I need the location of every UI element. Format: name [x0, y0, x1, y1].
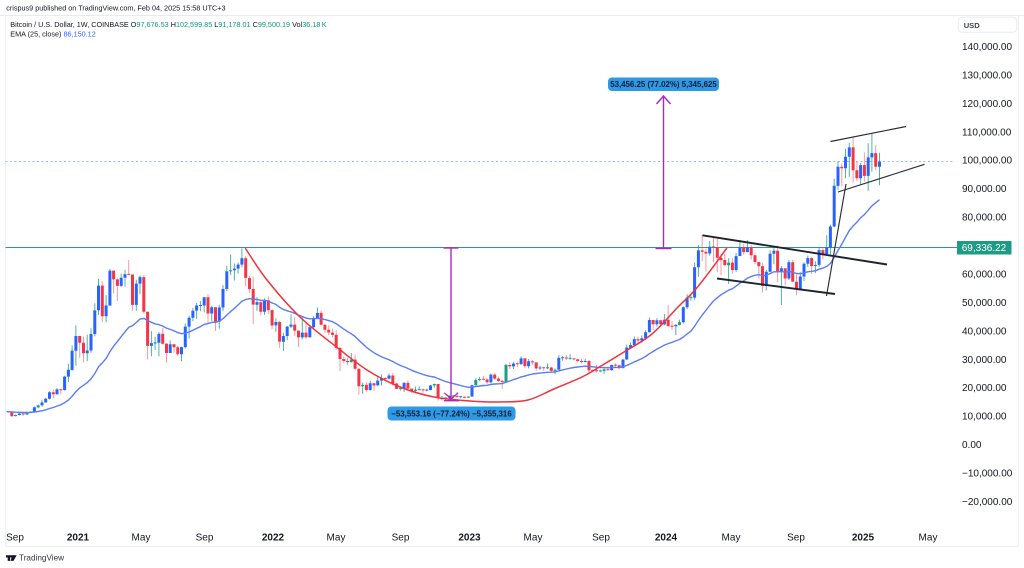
svg-text:69,336.22: 69,336.22	[962, 243, 1007, 254]
svg-text:May: May	[919, 533, 938, 544]
svg-text:80,000.00: 80,000.00	[962, 213, 1007, 224]
svg-text:30,000.00: 30,000.00	[962, 355, 1007, 366]
svg-text:−53,553.16 (−77.24%) −5,355,31: −53,553.16 (−77.24%) −5,355,316	[391, 409, 512, 418]
svg-text:Sep: Sep	[6, 533, 24, 544]
svg-text:90,000.00: 90,000.00	[962, 184, 1007, 195]
svg-text:53,456.25 (77.02%) 5,345,625: 53,456.25 (77.02%) 5,345,625	[610, 80, 717, 89]
svg-text:110,000.00: 110,000.00	[962, 127, 1012, 138]
svg-text:140,000.00: 140,000.00	[962, 42, 1012, 53]
svg-text:USD: USD	[964, 21, 981, 30]
svg-text:Sep: Sep	[592, 533, 610, 544]
svg-text:2025: 2025	[852, 533, 875, 544]
svg-text:60,000.00: 60,000.00	[962, 270, 1007, 281]
svg-text:Sep: Sep	[196, 533, 214, 544]
svg-text:crispus9 published on TradingV: crispus9 published on TradingView.com, F…	[6, 3, 225, 12]
svg-text:2021: 2021	[67, 533, 90, 544]
svg-text:50,000.00: 50,000.00	[962, 298, 1007, 309]
svg-text:2023: 2023	[458, 533, 481, 544]
svg-text:May: May	[132, 533, 151, 544]
svg-text:10,000.00: 10,000.00	[962, 412, 1007, 423]
svg-text:100,000.00: 100,000.00	[962, 156, 1012, 167]
svg-text:40,000.00: 40,000.00	[962, 326, 1007, 337]
svg-text:20,000.00: 20,000.00	[962, 383, 1007, 394]
svg-text:−10,000.00: −10,000.00	[962, 469, 1013, 480]
svg-text:May: May	[327, 533, 346, 544]
svg-text:Bitcoin / U.S. Dollar, 1W, COI: Bitcoin / U.S. Dollar, 1W, COINBASE O97,…	[10, 20, 327, 29]
svg-text:2022: 2022	[262, 533, 285, 544]
svg-text:Sep: Sep	[787, 533, 805, 544]
svg-text:130,000.00: 130,000.00	[962, 70, 1012, 81]
svg-text:120,000.00: 120,000.00	[962, 99, 1012, 110]
svg-text:−20,000.00: −20,000.00	[962, 497, 1013, 508]
svg-text:EMA (25, close) 86,150.12: EMA (25, close) 86,150.12	[10, 30, 95, 39]
svg-text:May: May	[722, 533, 741, 544]
svg-text:May: May	[524, 533, 543, 544]
svg-text:0.00: 0.00	[962, 440, 982, 451]
svg-text:TradingView: TradingView	[19, 553, 64, 562]
svg-text:Sep: Sep	[392, 533, 410, 544]
svg-text:2024: 2024	[655, 533, 678, 544]
